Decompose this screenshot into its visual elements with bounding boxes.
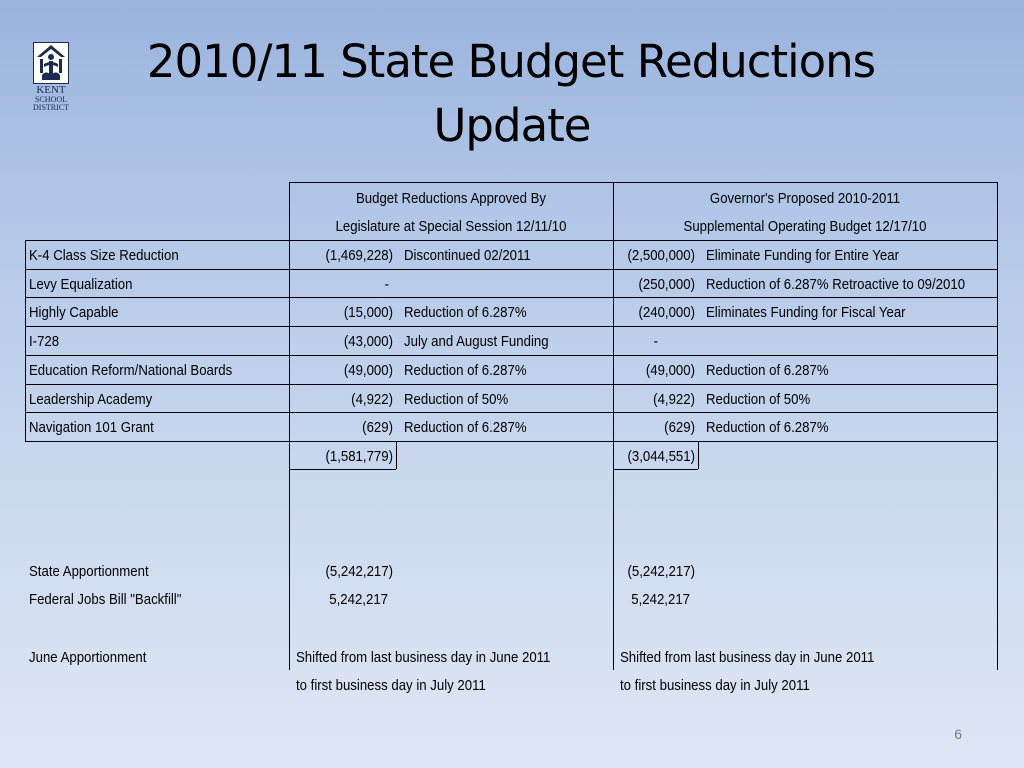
row-leg-amount: (4,922) — [351, 391, 393, 408]
row-label: Leadership Academy — [29, 391, 153, 408]
row-gov-amount: (240,000) — [638, 304, 695, 321]
row-gov-note: Reduction of 6.287% Retroactive to 09/20… — [706, 276, 966, 293]
row-gov-amount: (629) — [664, 419, 695, 436]
slide-page-number: 6 — [954, 726, 962, 742]
kent-school-district-logo-icon — [33, 42, 69, 84]
row-leg-amount: (15,000) — [343, 304, 393, 321]
state-apportionment-leg: (5,242,217) — [325, 563, 393, 580]
row-leg-note: Reduction of 6.287% — [404, 304, 527, 321]
row-leg-note: Discontinued 02/2011 — [404, 247, 531, 264]
row-gov-note: Reduction of 6.287% — [706, 419, 829, 436]
state-apportionment-gov: (5,242,217) — [627, 563, 695, 580]
header-governor-line2: Supplemental Operating Budget 12/17/10 — [683, 218, 927, 235]
row-gov-note: Reduction of 50% — [706, 391, 811, 408]
federal-jobs-bill-gov: 5,242,217 — [631, 591, 690, 608]
row-label: Levy Equalization — [29, 276, 133, 293]
slide-title-line1: 2010/11 State Budget Reductions — [146, 35, 876, 88]
june-apportionment-label: June Apportionment — [29, 649, 147, 666]
header-legislature-line2: Legislature at Special Session 12/11/10 — [335, 218, 567, 235]
row-leg-amount: (629) — [362, 419, 393, 436]
row-leg-amount: (49,000) — [343, 362, 393, 379]
row-gov-note: Eliminate Funding for Entire Year — [706, 247, 899, 264]
row-label: Navigation 101 Grant — [29, 419, 154, 436]
federal-jobs-bill-label: Federal Jobs Bill "Backfill" — [29, 591, 182, 608]
logo-text: KENT SCHOOL DISTRICT — [33, 85, 69, 112]
june-gov-line1: Shifted from last business day in June 2… — [620, 649, 875, 666]
header-legislature-line1: Budget Reductions Approved By — [355, 190, 547, 207]
row-leg-note: Reduction of 6.287% — [404, 362, 527, 379]
june-leg-line2: to first business day in July 2011 — [296, 677, 486, 694]
row-leg-amount: (43,000) — [343, 333, 393, 350]
logo-text-line3: DISTRICT — [33, 103, 69, 112]
row-label: Highly Capable — [29, 304, 119, 321]
row-gov-note: Eliminates Funding for Fiscal Year — [706, 304, 906, 321]
june-leg-line1: Shifted from last business day in June 2… — [296, 649, 551, 666]
row-gov-amount: (4,922) — [653, 391, 695, 408]
june-gov-line2: to first business day in July 2011 — [620, 677, 810, 694]
federal-jobs-bill-leg: 5,242,217 — [329, 591, 388, 608]
leg-total: (1,581,779) — [325, 448, 393, 465]
row-gov-amount: (250,000) — [638, 276, 695, 293]
logo-text-line1: KENT — [36, 84, 66, 96]
row-leg-note: Reduction of 50% — [404, 391, 509, 408]
row-gov-amount: (2,500,000) — [627, 247, 695, 264]
district-logo: KENT SCHOOL DISTRICT — [33, 42, 69, 114]
state-apportionment-label: State Apportionment — [29, 563, 149, 580]
row-label: I-728 — [29, 333, 60, 350]
row-leg-amount: - — [384, 276, 389, 293]
row-gov-amount: - — [653, 333, 658, 350]
row-label: K-4 Class Size Reduction — [29, 247, 179, 264]
row-gov-amount: (49,000) — [645, 362, 695, 379]
gov-total: (3,044,551) — [627, 448, 695, 465]
row-gov-note: Reduction of 6.287% — [706, 362, 829, 379]
slide-title-line2: Update — [433, 99, 592, 152]
row-leg-note: Reduction of 6.287% — [404, 419, 527, 436]
logo-text-line2: SCHOOL — [34, 95, 67, 104]
row-leg-amount: (1,469,228) — [325, 247, 393, 264]
row-leg-note: July and August Funding — [404, 333, 549, 350]
row-label: Education Reform/National Boards — [29, 362, 233, 379]
header-governor-line1: Governor's Proposed 2010-2011 — [709, 190, 901, 207]
slide-title: 2010/11 State Budget Reductions Update — [0, 30, 1024, 158]
